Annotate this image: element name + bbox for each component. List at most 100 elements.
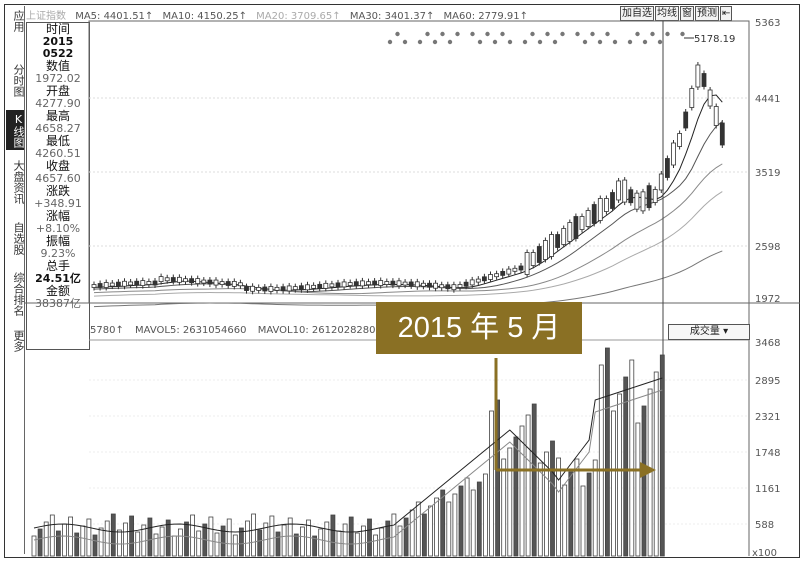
candle-body: [518, 265, 524, 271]
ma-line: [93, 163, 723, 295]
volume-bar: [476, 481, 482, 557]
volume-bar: [428, 505, 433, 557]
candle-body: [524, 252, 530, 275]
change-value: +348.91: [34, 197, 82, 210]
signal-dot: [575, 31, 580, 37]
window-button[interactable]: 窗: [680, 6, 694, 21]
candle-body: [506, 268, 512, 275]
volume-bar: [641, 405, 647, 557]
signal-dots: [387, 31, 685, 45]
volume-bar: [482, 473, 488, 557]
volume-bar: [458, 485, 464, 557]
value-label: 数值: [45, 59, 70, 73]
candle-body: [463, 281, 469, 287]
signal-dot: [522, 39, 528, 45]
candle-body: [512, 267, 518, 272]
candle-body: [494, 273, 500, 278]
candle-body: [445, 284, 451, 290]
tab-more[interactable]: 更多: [12, 330, 25, 352]
candle-body: [170, 277, 176, 282]
candle-body: [292, 286, 298, 291]
candle-body: [378, 280, 384, 286]
candle-body: [201, 279, 207, 284]
candle-body: [122, 280, 127, 287]
volume-bar: [43, 521, 49, 557]
signal-dot: [507, 39, 513, 45]
volume-current: 5780↑: [90, 325, 124, 336]
volume-bar: [214, 532, 220, 557]
signal-dot: [552, 39, 558, 45]
price-tick-3519: 3519: [755, 168, 780, 179]
price-grid: [89, 97, 749, 525]
volume-bar: [403, 517, 409, 557]
volume-bar: [537, 462, 543, 557]
volume-bar: [184, 521, 189, 557]
volume-bar: [397, 525, 403, 557]
ma-toggle-button[interactable]: 均线: [655, 6, 679, 21]
signal-dot: [485, 31, 490, 37]
candle-body: [152, 280, 158, 286]
open-label: 开盘: [45, 84, 70, 98]
volume-bar: [324, 521, 330, 557]
volume-bar: [153, 533, 159, 557]
signal-dot: [605, 31, 610, 37]
vol-tick-1161: 1161: [755, 484, 780, 495]
candle-body: [97, 283, 103, 288]
info-panel: 时间 2015 0522 数值 1972.02 开盘 4277.90 最高 46…: [26, 22, 90, 350]
volume-bar: [617, 393, 622, 557]
candle-body: [384, 281, 390, 285]
tab-market-news[interactable]: 大盘资讯: [12, 160, 25, 204]
tab-apps[interactable]: 应用: [12, 10, 25, 32]
ma-line: [93, 94, 723, 291]
candle-body: [128, 281, 134, 286]
high-label: 最高: [45, 109, 70, 123]
candle-body: [317, 283, 323, 289]
volume-bar: [257, 529, 263, 557]
volume-bar: [165, 519, 171, 557]
candle-body: [671, 142, 676, 166]
candle-body: [683, 111, 689, 129]
volume-bar: [470, 489, 476, 557]
volume-bar: [177, 528, 183, 557]
candle-body: [329, 283, 335, 288]
volume-bar: [171, 535, 177, 557]
volume-bar: [86, 518, 92, 557]
candle-body: [341, 281, 347, 288]
candle-body: [390, 280, 396, 286]
candle-body: [140, 280, 146, 286]
volume-bar: [251, 513, 257, 557]
volume-bar: [147, 517, 153, 557]
price-panel: [88, 20, 750, 304]
candle-body: [158, 276, 164, 283]
candle-body: [372, 280, 378, 286]
volume-bar: [635, 422, 641, 557]
candle-body: [652, 189, 658, 203]
candle-body: [280, 286, 286, 292]
candle-body: [414, 281, 420, 288]
volume-bar: [598, 364, 604, 557]
volume-legend: 5780↑ MAVOL5: 2631054660 MAVOL10: 261202…: [90, 325, 384, 339]
volume-bar: [611, 410, 616, 557]
candle-body: [469, 279, 475, 286]
tab-kline[interactable]: K线图: [6, 110, 25, 150]
candle-body: [286, 285, 292, 292]
candle-body: [353, 281, 359, 287]
candle-body: [335, 282, 341, 288]
volume-bar: [391, 513, 397, 557]
candle-body: [274, 286, 280, 291]
tab-intraday[interactable]: 分时图: [12, 63, 25, 97]
amp-value: 9.23%: [40, 247, 76, 260]
pct-value: +8.10%: [35, 222, 81, 235]
volume-bar: [415, 501, 421, 557]
tab-watchlist[interactable]: 自选股: [12, 221, 25, 255]
signal-dot: [590, 31, 595, 37]
signal-dot: [447, 39, 453, 45]
candle-body: [231, 281, 237, 287]
indicator-select[interactable]: 成交量 ▾: [668, 324, 750, 340]
candle-body: [573, 216, 579, 239]
mavol5-value: MAVOL5: 2631054660: [135, 325, 247, 336]
volume-bar: [513, 436, 519, 557]
candle-body: [183, 278, 188, 283]
tab-ranking[interactable]: 综合排名: [12, 272, 25, 316]
candle-body: [311, 284, 317, 289]
